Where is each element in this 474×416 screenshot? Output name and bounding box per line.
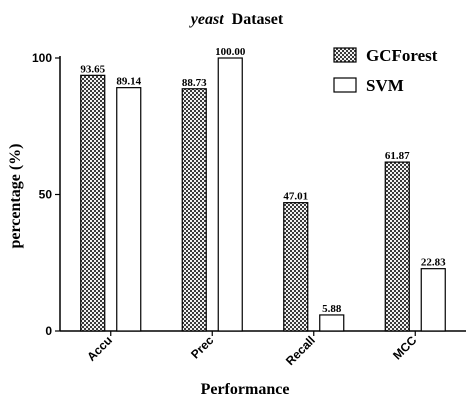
data-label: 89.14 <box>116 76 141 88</box>
data-label: 93.65 <box>80 63 105 75</box>
y-tick-label: 0 <box>45 324 52 338</box>
y-tick-label: 100 <box>32 51 52 65</box>
bar-gcforest-recall <box>283 202 309 332</box>
bar-gcforest-mcc <box>384 161 410 332</box>
bar-svm-mcc <box>420 268 446 332</box>
x-tick-label: Prec <box>188 333 217 362</box>
data-labels: 93.65 89.14 88.73 100.00 47.01 5.88 61.87 22.83 <box>80 46 446 315</box>
chart-title-italic: yeast <box>189 11 224 28</box>
legend-label-svm: SVM <box>366 76 404 95</box>
data-label: 47.01 <box>283 191 308 203</box>
legend: GCForest SVM <box>333 46 438 95</box>
data-label: 61.87 <box>385 150 410 162</box>
x-axis-title: Performance <box>201 381 290 398</box>
x-tick-label: MCC <box>390 333 419 362</box>
bar-svm-recall <box>319 314 345 332</box>
x-ticks: Accu Prec Recall MCC <box>84 331 420 368</box>
chart-title-rest: Dataset <box>232 11 284 28</box>
bar-gcforest-accu <box>80 74 106 332</box>
bar-gcforest-prec <box>181 88 207 332</box>
chart-title: yeast Dataset <box>189 11 284 28</box>
legend-swatch-svm <box>333 77 357 93</box>
data-label: 5.88 <box>322 303 342 315</box>
y-axis-title: percentage (%) <box>7 144 24 249</box>
bar-svm-accu <box>116 87 142 332</box>
y-tick-label: 50 <box>39 188 53 202</box>
x-tick-label: Recall <box>283 333 318 368</box>
x-tick-label: Accu <box>84 333 115 364</box>
legend-swatch-gcforest <box>333 47 357 63</box>
data-label: 100.00 <box>215 46 246 58</box>
data-label: 22.83 <box>421 257 446 269</box>
bar-svm-prec <box>217 57 243 332</box>
bars <box>80 57 446 332</box>
data-label: 88.73 <box>182 77 207 89</box>
legend-label-gcforest: GCForest <box>366 46 438 65</box>
